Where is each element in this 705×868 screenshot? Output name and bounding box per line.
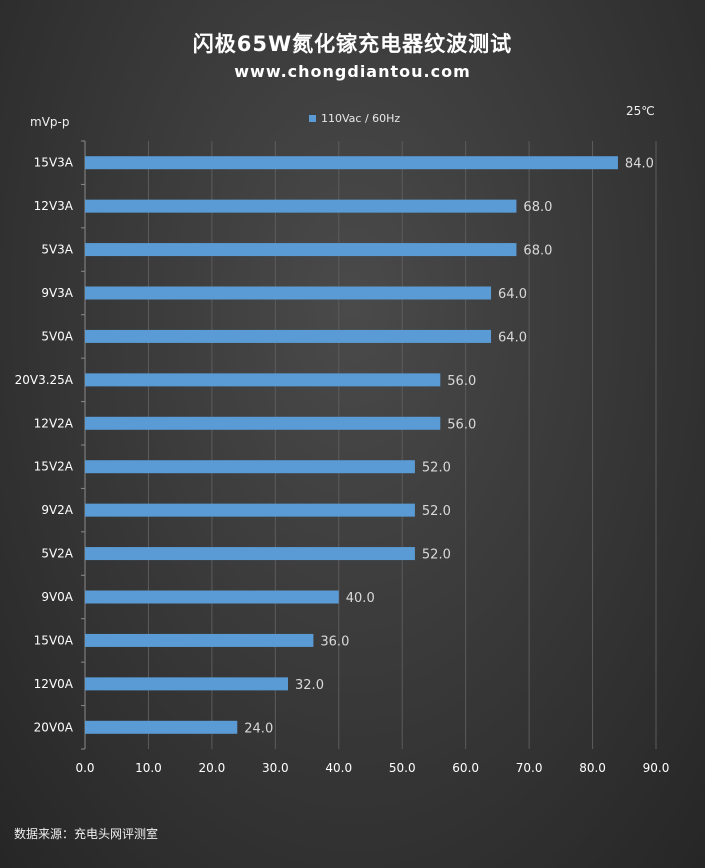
x-tick-label: 90.0 [643,761,670,775]
x-tick-label: 10.0 [135,761,162,775]
legend-swatch [309,115,316,122]
category-label: 9V0A [41,590,73,604]
category-label: 15V0A [34,633,74,647]
category-label: 12V3A [34,199,74,213]
category-label: 9V3A [41,286,73,300]
bar [85,416,441,430]
data-label: 64.0 [498,330,527,345]
data-label: 24.0 [244,721,273,736]
bar [85,633,314,647]
x-tick-label: 80.0 [579,761,606,775]
category-label: 15V2A [34,460,74,474]
x-tick-label: 50.0 [389,761,416,775]
bar [85,677,289,691]
bar [85,720,238,734]
category-label: 20V0A [34,720,74,734]
unit-label: mVp-p [30,115,70,129]
data-label: 32.0 [295,678,324,693]
source-note: 数据来源：充电头网评测室 [14,827,159,841]
data-label: 52.0 [422,504,451,519]
chart-title: 闪极65W氮化镓充电器纹波测试 [192,32,513,56]
x-tick-label: 0.0 [75,761,94,775]
x-tick-label: 60.0 [452,761,479,775]
data-label: 56.0 [447,417,476,432]
category-label: 5V3A [41,243,73,257]
data-label: 68.0 [523,200,552,215]
bar [85,199,517,213]
data-label: 84.0 [625,157,654,172]
data-label: 56.0 [447,374,476,389]
category-label: 5V2A [41,547,73,561]
temperature-label: 25℃ [626,104,655,118]
x-tick-label: 20.0 [199,761,226,775]
bar [85,243,517,257]
data-label: 52.0 [422,548,451,563]
category-label: 20V3.25A [15,373,74,387]
bar [85,547,415,561]
category-label: 9V2A [41,503,73,517]
bar [85,590,339,604]
bar [85,460,415,474]
bar [85,329,492,343]
data-label: 36.0 [320,634,349,649]
chart-subtitle: www.chongdiantou.com [234,62,471,81]
category-label: 12V0A [34,677,74,691]
bar [85,156,618,170]
category-label: 15V3A [34,156,74,170]
x-tick-label: 30.0 [262,761,289,775]
data-label: 68.0 [523,244,552,259]
bar [85,503,415,517]
x-tick-label: 70.0 [516,761,543,775]
data-label: 52.0 [422,461,451,476]
category-label: 5V0A [41,329,73,343]
bar [85,373,441,387]
bar [85,286,492,300]
data-label: 64.0 [498,287,527,302]
legend: 110Vac / 60Hz [309,112,400,125]
data-label: 40.0 [346,591,375,606]
x-tick-label: 40.0 [325,761,352,775]
category-label: 12V2A [34,416,74,430]
legend-label: 110Vac / 60Hz [321,112,401,125]
